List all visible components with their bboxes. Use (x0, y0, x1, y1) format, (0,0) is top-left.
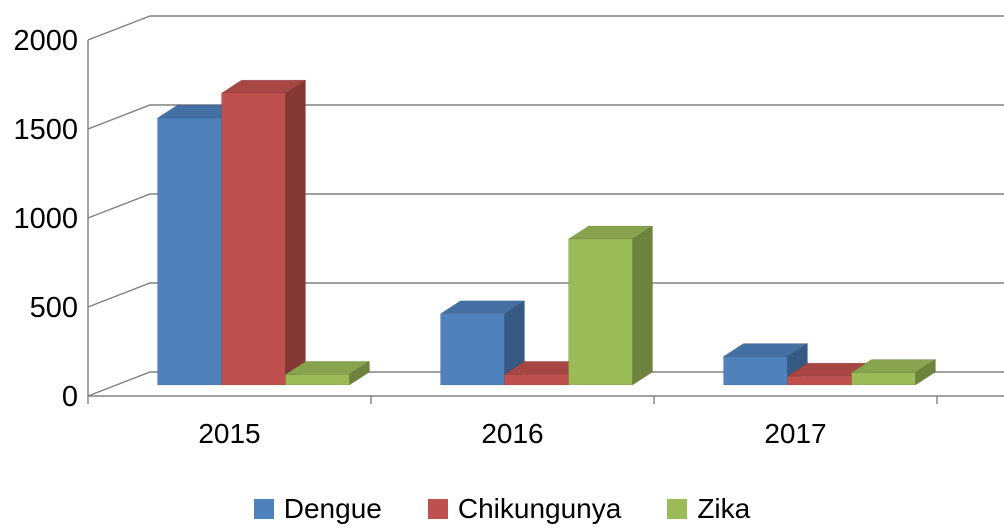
bar-dengue-2017 (722, 342, 809, 386)
gridline-2000 (87, 15, 1004, 41)
bar-zika-2015 (284, 360, 371, 386)
legend-swatch-dengue (253, 499, 274, 519)
legend-item-dengue: Dengue (253, 493, 382, 524)
y-tick-label-1500: 1500 (13, 114, 78, 146)
gridline-500 (87, 282, 1004, 308)
y-tick-label-1000: 1000 (13, 203, 78, 235)
bar-chikungunya-2015 (220, 79, 307, 386)
bar-dengue-2016 (439, 300, 526, 386)
plot-area: 0 500 1000 1500 2000 2015 2016 2017 (13, 15, 1004, 449)
category-label-2017: 2017 (764, 418, 826, 449)
gridline-1000 (87, 193, 1004, 219)
y-tick-label-500: 500 (30, 292, 78, 324)
legend-label-zika: Zika (697, 493, 751, 524)
category-label-2015: 2015 (198, 418, 260, 449)
bar-zika-2017 (850, 358, 937, 386)
legend: Dengue Chikungunya Zika (0, 495, 1004, 523)
legend-label-chikungunya: Chikungunya (457, 493, 622, 524)
gridline-1500 (87, 104, 1004, 130)
bar-zika-2016 (567, 225, 654, 386)
legend-item-chikungunya: Chikungunya (427, 493, 622, 524)
legend-swatch-chikungunya (427, 499, 448, 519)
gridline-0 (87, 371, 1004, 397)
y-tick-label-0: 0 (62, 381, 78, 413)
legend-label-dengue: Dengue (283, 493, 382, 524)
legend-swatch-zika (667, 499, 688, 519)
legend-item-zika: Zika (667, 495, 750, 523)
y-tick-label-2000: 2000 (13, 25, 78, 57)
category-label-2016: 2016 (481, 418, 543, 449)
